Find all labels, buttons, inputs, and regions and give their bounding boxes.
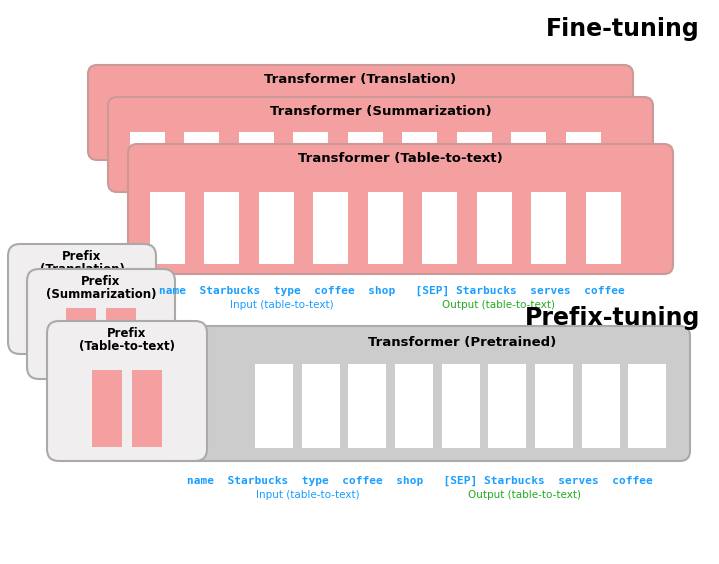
Text: Transformer (Table-to-text): Transformer (Table-to-text) <box>298 152 503 165</box>
Bar <box>92 370 122 447</box>
Bar <box>87 283 117 343</box>
FancyBboxPatch shape <box>47 321 207 461</box>
Text: Prefix: Prefix <box>107 327 147 340</box>
Text: Input (table-to-text): Input (table-to-text) <box>256 490 360 500</box>
Text: (Table-to-text): (Table-to-text) <box>79 340 175 353</box>
Bar <box>535 364 573 447</box>
Bar <box>132 370 162 447</box>
Bar <box>47 283 77 343</box>
FancyBboxPatch shape <box>88 65 633 160</box>
Bar <box>204 192 239 263</box>
Text: (Summarization): (Summarization) <box>46 288 156 301</box>
Text: Transformer (Translation): Transformer (Translation) <box>265 73 457 86</box>
Bar <box>511 132 546 184</box>
Text: Output (table-to-text): Output (table-to-text) <box>441 300 554 310</box>
Bar <box>441 364 480 447</box>
Text: Prefix-tuning: Prefix-tuning <box>525 306 700 330</box>
Bar <box>273 100 308 152</box>
Bar <box>150 192 185 263</box>
Text: Transformer (Summarization): Transformer (Summarization) <box>270 105 491 118</box>
Bar <box>368 192 403 263</box>
Bar <box>302 364 339 447</box>
Bar <box>628 364 667 447</box>
FancyBboxPatch shape <box>8 244 156 354</box>
FancyBboxPatch shape <box>128 144 673 274</box>
FancyBboxPatch shape <box>108 97 653 192</box>
Bar <box>239 132 274 184</box>
Text: name  Starbucks  type  coffee  shop   [SEP] Starbucks  serves  coffee: name Starbucks type coffee shop [SEP] St… <box>159 286 625 296</box>
Bar <box>259 192 294 263</box>
Bar <box>165 100 199 152</box>
Bar <box>582 364 620 447</box>
Bar <box>66 307 96 368</box>
Bar <box>313 192 348 263</box>
Bar <box>402 132 437 184</box>
FancyBboxPatch shape <box>155 326 690 461</box>
Text: Prefix: Prefix <box>81 275 121 288</box>
Bar <box>106 307 136 368</box>
Text: Input (table-to-text): Input (table-to-text) <box>230 300 334 310</box>
Bar <box>488 364 526 447</box>
Bar <box>219 100 254 152</box>
Text: (Translation): (Translation) <box>40 263 124 276</box>
Bar <box>348 364 386 447</box>
Bar <box>491 100 526 152</box>
Bar <box>328 100 363 152</box>
Text: Output (table-to-text): Output (table-to-text) <box>467 490 580 500</box>
FancyBboxPatch shape <box>27 269 175 379</box>
Bar <box>477 192 512 263</box>
Bar <box>255 364 293 447</box>
Bar <box>566 132 600 184</box>
Bar <box>110 100 145 152</box>
Bar <box>185 132 219 184</box>
Bar <box>348 132 383 184</box>
Bar <box>130 132 165 184</box>
Text: Prefix: Prefix <box>63 250 101 263</box>
Text: name  Starbucks  type  coffee  shop   [SEP] Starbucks  serves  coffee: name Starbucks type coffee shop [SEP] St… <box>187 476 653 486</box>
Bar <box>383 100 417 152</box>
Bar <box>395 364 433 447</box>
Bar <box>293 132 329 184</box>
Bar <box>531 192 566 263</box>
Bar <box>457 132 492 184</box>
Bar <box>585 192 620 263</box>
Bar <box>422 192 457 263</box>
Bar <box>546 100 580 152</box>
Bar <box>436 100 472 152</box>
Text: Fine-tuning: Fine-tuning <box>546 17 700 41</box>
Text: Transformer (Pretrained): Transformer (Pretrained) <box>368 336 557 349</box>
